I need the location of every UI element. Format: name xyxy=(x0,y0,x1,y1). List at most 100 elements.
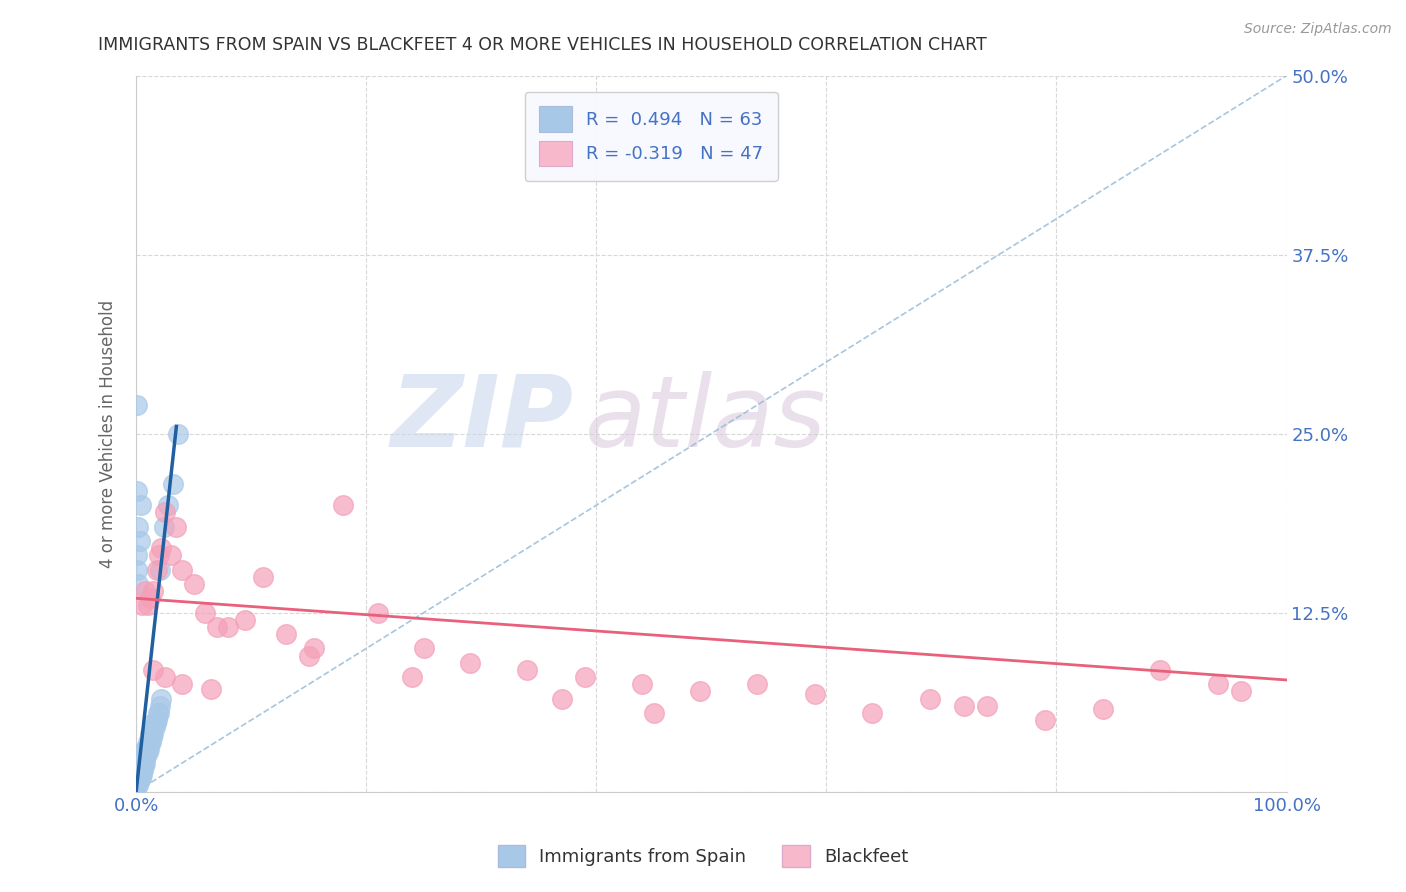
Point xyxy=(146,706,169,720)
Point xyxy=(128,767,150,781)
Point xyxy=(139,727,162,741)
Point xyxy=(136,599,159,613)
Point xyxy=(129,763,152,777)
Point xyxy=(953,698,976,713)
Point xyxy=(127,778,149,792)
Point xyxy=(128,773,150,788)
Point xyxy=(132,748,155,763)
Point xyxy=(142,663,165,677)
Point xyxy=(132,763,155,777)
Point xyxy=(128,763,150,777)
Point xyxy=(127,770,149,784)
Point xyxy=(152,519,174,533)
Point xyxy=(157,498,180,512)
Point xyxy=(127,767,149,781)
Point xyxy=(332,498,354,512)
Point xyxy=(129,756,152,770)
Point xyxy=(145,715,167,730)
Point xyxy=(149,563,172,577)
Point xyxy=(150,541,173,556)
Point xyxy=(643,706,665,720)
Point xyxy=(128,534,150,549)
Point xyxy=(631,677,654,691)
Point xyxy=(194,606,217,620)
Y-axis label: 4 or more Vehicles in Household: 4 or more Vehicles in Household xyxy=(100,300,117,567)
Point xyxy=(135,748,157,763)
Point xyxy=(146,563,169,577)
Point xyxy=(127,753,149,767)
Point xyxy=(129,498,152,512)
Point xyxy=(162,476,184,491)
Point xyxy=(127,767,149,781)
Point xyxy=(860,706,883,720)
Text: IMMIGRANTS FROM SPAIN VS BLACKFEET 4 OR MORE VEHICLES IN HOUSEHOLD CORRELATION C: IMMIGRANTS FROM SPAIN VS BLACKFEET 4 OR … xyxy=(98,36,987,54)
Point xyxy=(205,620,228,634)
Text: Source: ZipAtlas.com: Source: ZipAtlas.com xyxy=(1244,22,1392,37)
Point xyxy=(142,715,165,730)
Point xyxy=(127,776,149,790)
Point xyxy=(804,687,827,701)
Point xyxy=(150,691,173,706)
Point xyxy=(146,713,169,727)
Point xyxy=(1091,701,1114,715)
Legend: Immigrants from Spain, Blackfeet: Immigrants from Spain, Blackfeet xyxy=(491,838,915,874)
Point xyxy=(127,773,149,788)
Point xyxy=(1229,684,1251,698)
Point xyxy=(139,734,162,748)
Point xyxy=(129,770,152,784)
Point xyxy=(165,519,187,533)
Point xyxy=(131,599,153,613)
Point xyxy=(127,763,149,777)
Point xyxy=(127,759,149,773)
Point xyxy=(127,759,149,773)
Point xyxy=(153,505,176,519)
Point xyxy=(139,734,162,748)
Point xyxy=(141,731,163,745)
Point xyxy=(401,670,423,684)
Point xyxy=(298,648,321,663)
Point xyxy=(136,745,159,759)
Point xyxy=(127,773,149,788)
Point xyxy=(200,681,222,696)
Point xyxy=(134,584,156,599)
Point xyxy=(183,577,205,591)
Point xyxy=(274,627,297,641)
Point xyxy=(142,584,165,599)
Point xyxy=(304,641,326,656)
Point xyxy=(127,778,149,792)
Point xyxy=(172,677,194,691)
Point xyxy=(153,670,176,684)
Point xyxy=(1033,713,1056,727)
Point xyxy=(747,677,769,691)
Point xyxy=(1206,677,1229,691)
Point xyxy=(131,759,153,773)
Point xyxy=(148,549,170,563)
Point xyxy=(217,620,239,634)
Legend: R =  0.494   N = 63, R = -0.319   N = 47: R = 0.494 N = 63, R = -0.319 N = 47 xyxy=(524,92,778,181)
Point xyxy=(149,698,172,713)
Point xyxy=(134,756,156,770)
Point xyxy=(128,756,150,770)
Point xyxy=(136,734,159,748)
Point xyxy=(127,563,149,577)
Point xyxy=(1149,663,1171,677)
Point xyxy=(138,741,160,756)
Point xyxy=(127,770,149,784)
Point xyxy=(134,741,156,756)
Point xyxy=(235,613,257,627)
Point xyxy=(135,741,157,756)
Point xyxy=(458,656,481,670)
Point xyxy=(125,549,148,563)
Point xyxy=(551,691,574,706)
Point xyxy=(127,483,149,498)
Point xyxy=(976,698,998,713)
Point xyxy=(127,519,149,533)
Point xyxy=(252,570,274,584)
Point xyxy=(159,549,181,563)
Point xyxy=(125,778,148,792)
Point xyxy=(143,720,166,734)
Point xyxy=(134,748,156,763)
Point xyxy=(139,591,162,606)
Text: atlas: atlas xyxy=(585,371,827,467)
Point xyxy=(148,706,170,720)
